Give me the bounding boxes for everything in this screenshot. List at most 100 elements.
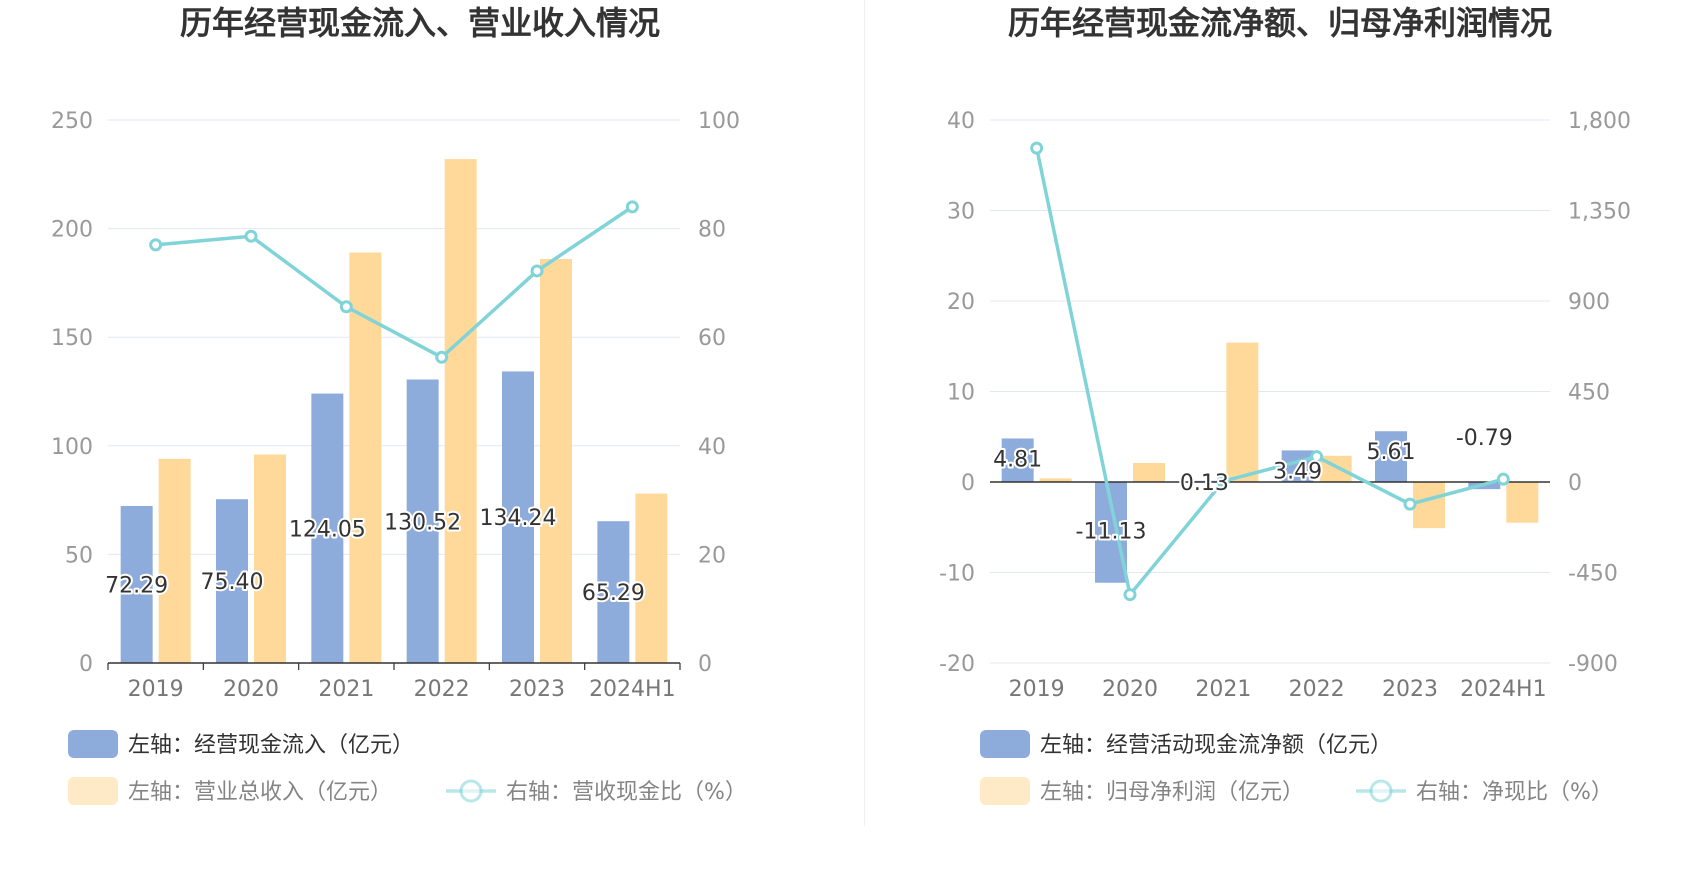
data-label-2023: 5.61 — [1367, 440, 1416, 465]
bar-series1-2022 — [406, 379, 439, 663]
line-point-2022 — [435, 350, 449, 364]
bar-series2-2020 — [1133, 462, 1165, 482]
legend-swatch-1 — [68, 730, 118, 758]
left-axis-tick-label: 0 — [79, 652, 93, 677]
data-label-2019: 72.29 — [105, 573, 168, 598]
left-axis-tick-label: -20 — [939, 652, 975, 677]
right-axis-tick-label: 80 — [698, 218, 726, 243]
bar-series2-2019 — [158, 458, 191, 663]
legend-label-1: 左轴：经营活动现金流净额（亿元） — [1040, 733, 1392, 758]
left-axis-tick-label: 200 — [51, 218, 93, 243]
chart-right-legend: 左轴：经营活动现金流净额（亿元） 左轴：归母净利润（亿元） 右轴：净现比（%） — [980, 730, 1613, 805]
line-point-2021 — [339, 300, 353, 314]
bar-series2-2021 — [349, 252, 382, 663]
data-label-2024H1: -0.79 — [1456, 426, 1513, 451]
line-series-path — [155, 205, 634, 360]
bar-series1-2020 — [216, 499, 248, 663]
x-axis-label: 2024H1 — [1460, 677, 1547, 702]
line-point-2024H1 — [625, 200, 639, 214]
bar-series2-2023 — [540, 259, 572, 663]
legend-label-3: 右轴：营收现金比（%） — [506, 780, 747, 805]
panel-divider — [864, 0, 865, 826]
left-axis-tick-label: 150 — [51, 326, 93, 351]
x-axis-label: 2021 — [1195, 677, 1251, 702]
chart-right-plot: 40 30 20 10 0 -10 -20 1,800 1,350 900 450 0 -450 -900… — [939, 109, 1631, 702]
chart-left-legend: 左轴：经营现金流入（亿元） 左轴：营业总收入（亿元） 右轴：营收现金比（%） — [68, 730, 747, 805]
right-axis-tick-label: 0 — [1568, 471, 1582, 496]
left-axis-tick-label: 20 — [947, 290, 975, 315]
legend-swatch-2 — [68, 777, 118, 805]
x-axis-label: 2022 — [1289, 677, 1345, 702]
bar-series2-2020 — [254, 454, 286, 663]
left-axis-tick-label: 40 — [947, 109, 975, 134]
right-axis-tick-label: 0 — [698, 652, 712, 677]
right-axis-tick-label: 100 — [698, 109, 740, 134]
right-axis-tick-label: -450 — [1568, 562, 1618, 587]
bar-series1-2021 — [311, 393, 344, 663]
x-axis-label: 2020 — [223, 677, 279, 702]
bar-series2-2024H1 — [635, 493, 668, 663]
line-point-2023 — [1403, 497, 1417, 511]
left-axis-tick-label: -10 — [939, 562, 975, 587]
bar-series2-2022 — [444, 159, 477, 663]
data-label-2020: 75.40 — [201, 570, 264, 595]
left-axis-tick-label: 50 — [65, 543, 93, 568]
bar-series1-2023 — [502, 371, 534, 663]
bar-series2-2023 — [1413, 482, 1445, 529]
data-label-2024H1: 65.29 — [582, 581, 645, 606]
x-axis-label: 2023 — [1382, 677, 1438, 702]
data-label-2021: 0.13 — [1180, 471, 1229, 496]
line-point-2021 — [1216, 474, 1230, 488]
x-axis-label: 2019 — [1009, 677, 1065, 702]
chart-right-panel: 历年经营现金流净额、归母净利润情况 40 30 20 10 0 -10 -20 1,800 1,… — [850, 0, 1700, 874]
line-point-2020 — [1123, 588, 1137, 602]
line-point-2022 — [1310, 450, 1324, 464]
line-point-2023 — [530, 264, 544, 278]
legend-line-marker — [1369, 779, 1393, 803]
right-axis-tick-label: 900 — [1568, 290, 1610, 315]
line-point-2024H1 — [1496, 472, 1510, 486]
bar-series1-2019 — [1001, 438, 1034, 482]
data-label-2020: -11.13 — [1076, 520, 1147, 545]
bar-series1-2024H1 — [597, 521, 630, 663]
chart-left-title: 历年经营现金流入、营业收入情况 — [180, 4, 660, 42]
right-axis-tick-label: 40 — [698, 435, 726, 460]
legend-label-1: 左轴：经营现金流入（亿元） — [128, 733, 414, 758]
x-axis-label: 2020 — [1102, 677, 1158, 702]
bar-series2-2019 — [1039, 478, 1072, 482]
line-series-path — [1034, 147, 1504, 597]
line-point-2019 — [1030, 141, 1044, 155]
line-point-2019 — [149, 238, 163, 252]
bar-series1-2019 — [120, 505, 153, 663]
chart-left-panel: 历年经营现金流入、营业收入情况 250 200 150 100 50 0 100 80 60 40… — [51, 4, 747, 805]
right-axis-tick-label: 20 — [698, 543, 726, 568]
legend-swatch-2 — [980, 777, 1030, 805]
x-axis-label: 2022 — [414, 677, 470, 702]
x-axis-label: 2024H1 — [589, 677, 676, 702]
legend-swatch-1 — [980, 730, 1030, 758]
legend-label-2: 左轴：营业总收入（亿元） — [128, 780, 392, 805]
bar-series2-2024H1 — [1506, 482, 1539, 523]
left-axis-tick-label: 30 — [947, 200, 975, 225]
x-axis-label: 2023 — [509, 677, 565, 702]
data-label-2022: 130.52 — [384, 510, 461, 535]
data-label-2023: 134.24 — [480, 506, 557, 531]
chart-right-title: 历年经营现金流净额、归母净利润情况 — [1008, 4, 1552, 42]
x-axis-label: 2021 — [318, 677, 374, 702]
chart-left-svg: 历年经营现金流入、营业收入情况 250200150100500100806040… — [51, 4, 747, 805]
legend-label-3: 右轴：净现比（%） — [1416, 780, 1613, 805]
left-axis-tick-label: 100 — [51, 435, 93, 460]
data-label-2019: 4.81 — [993, 447, 1042, 472]
data-label-2022: 3.49 — [1273, 459, 1322, 484]
chart-right-svg: 历年经营现金流净额、归母净利润情况 40 30 20 10 0 -10 -20 1,800 1,… — [939, 4, 1631, 805]
right-axis-tick-label: -900 — [1568, 652, 1618, 677]
line-point-2020 — [244, 229, 258, 243]
data-label-2021: 124.05 — [289, 517, 366, 542]
x-axis-label: 2019 — [128, 677, 184, 702]
right-axis-tick-label: 450 — [1568, 381, 1610, 406]
bar-series1-2023 — [1375, 431, 1407, 482]
legend-label-2: 左轴：归母净利润（亿元） — [1040, 780, 1304, 805]
right-axis-tick-label: 1,800 — [1568, 109, 1631, 134]
left-axis-tick-label: 0 — [961, 471, 975, 496]
